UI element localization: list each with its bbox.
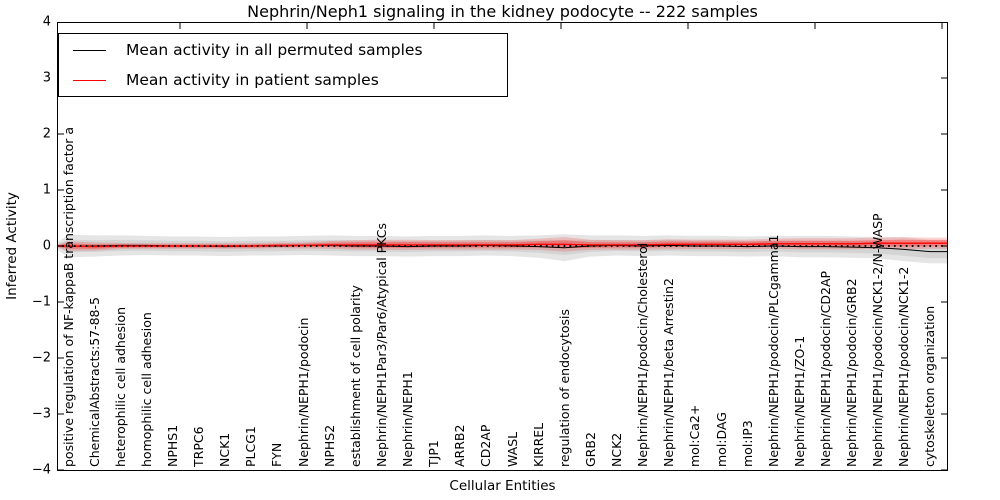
permuted-band-outer	[57, 234, 948, 264]
x-category-label: mol:Ca2+	[687, 404, 703, 467]
y-tick-label: 1	[42, 182, 51, 198]
x-category-label: Nephrin/NEPH1/podocin/NCK1-2	[896, 266, 912, 467]
x-category-label: ChemicalAbstracts:57-88-5	[86, 297, 102, 467]
x-category-label: TRPC6	[191, 426, 207, 467]
y-tick-label: −4	[31, 462, 51, 478]
y-tick-label: −3	[31, 406, 51, 422]
plot-area	[57, 22, 948, 471]
y-tick-label: 2	[42, 126, 51, 142]
x-category-label: Nephrin/NEPH1	[400, 371, 416, 467]
x-category-label: ARRB2	[452, 424, 468, 467]
legend-item-label: Mean activity in patient samples	[126, 71, 379, 89]
y-tick-label: 0	[42, 238, 51, 254]
permuted-line-sample	[73, 49, 106, 51]
x-category-label: Nephrin/NEPH1/podocin/GRB2	[844, 278, 860, 467]
x-category-label: Nephrin/NEPH1/ZO-1	[791, 335, 807, 467]
x-category-label: Nephrin/NEPH1/podocin/PLCgamma1	[765, 234, 781, 467]
x-axis-label: Cellular Entities	[449, 478, 556, 494]
axes-spines	[57, 22, 948, 471]
legend-item-label: Mean activity in all permuted samples	[126, 41, 423, 59]
x-category-label: GRB2	[582, 432, 598, 467]
chart-title: Nephrin/Neph1 signaling in the kidney po…	[247, 2, 758, 21]
x-category-label: mol:IP3	[739, 420, 755, 467]
x-category-label: NPHS1	[164, 424, 180, 467]
y-tick-label: −2	[31, 350, 51, 366]
x-category-label: Nephrin/NEPH1/beta Arrestin2	[661, 278, 677, 467]
y-tick-label: 4	[42, 14, 51, 30]
x-category-label: Nephrin/NEPH1Par3/Par6/Atypical PKCs	[373, 223, 389, 467]
legend-item-permuted: Mean activity in all permuted samples	[59, 35, 507, 65]
x-category-label: KIRREL	[530, 422, 546, 467]
x-category-label: Nephrin/NEPH1/podocin	[295, 317, 311, 467]
x-category-label: FYN	[269, 442, 285, 467]
x-category-label: positive regulation of NF-kappaB transcr…	[60, 126, 76, 467]
x-category-label: heterophilic cell adhesion	[112, 306, 128, 467]
x-category-label: WASL	[504, 431, 520, 467]
x-category-label: CD2AP	[478, 424, 494, 467]
x-category-label: Nephrin/NEPH1/podocin/Cholesterol	[635, 242, 651, 467]
x-category-label: mol:DAG	[713, 412, 729, 467]
patient-mean-line	[57, 242, 948, 248]
x-category-label: regulation of endocytosis	[556, 309, 572, 467]
x-category-label: NCK2	[609, 432, 625, 467]
x-category-label: PLCG1	[243, 426, 259, 467]
x-category-label: NCK1	[217, 432, 233, 467]
x-category-label: Nephrin/NEPH1/podocin/NCK1-2/N-WASP	[870, 213, 886, 467]
x-category-label: cytoskeleton organization	[922, 305, 938, 467]
x-category-label: TJP1	[426, 440, 442, 467]
x-category-label: NPHS2	[321, 424, 337, 467]
patient-line-sample	[73, 79, 106, 81]
y-tick-label: −1	[31, 294, 51, 310]
y-tick-label: 3	[42, 70, 51, 86]
x-category-label: Nephrin/NEPH1/podocin/CD2AP	[817, 270, 833, 467]
legend-item-patient: Mean activity in patient samples	[59, 65, 507, 95]
x-category-label: establishment of cell polarity	[347, 285, 363, 467]
x-category-label: homophilic cell adhesion	[138, 312, 154, 467]
legend-box: Mean activity in all permuted samples Me…	[58, 33, 508, 97]
